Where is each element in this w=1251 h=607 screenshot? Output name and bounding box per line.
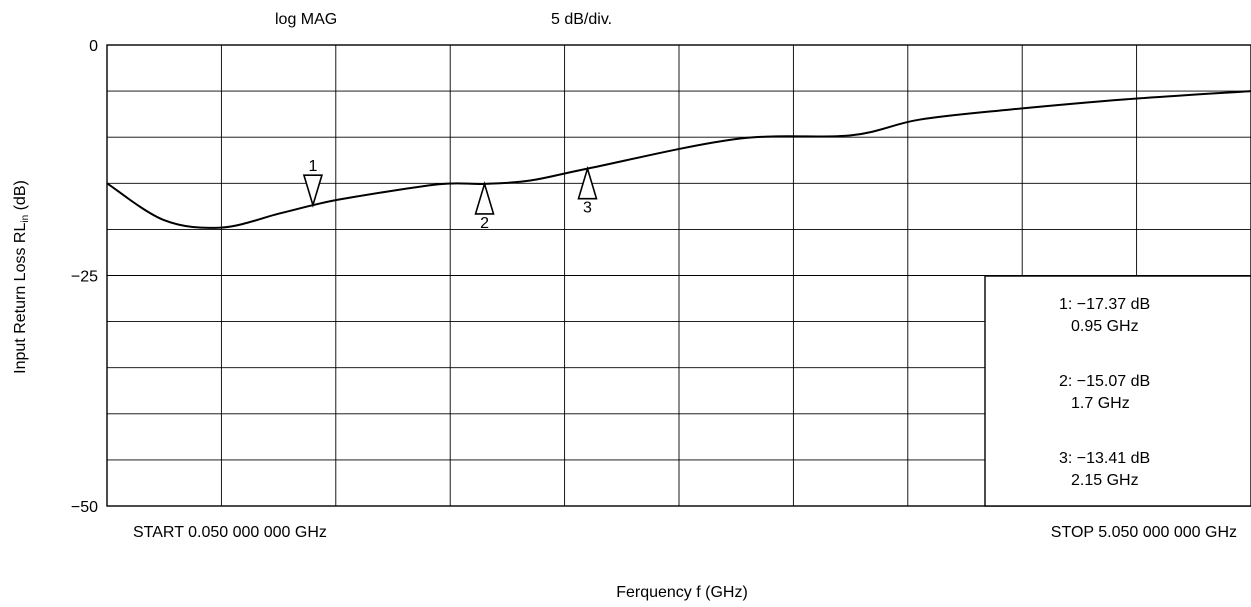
y-tick-label: −25: [71, 269, 98, 286]
y-axis-label-subscript: in: [20, 215, 31, 223]
marker-3-triangle: [577, 165, 598, 200]
y-axis-label: Input Return Loss RLin (dB): [12, 180, 31, 374]
readout-3-value: 3: −13.41 dB: [1059, 450, 1150, 467]
readout-box-frame: [984, 275, 1251, 507]
marker-2-label: 2: [480, 215, 489, 232]
marker-1-triangle: [302, 174, 323, 208]
marker-readout-box: 1: −17.37 dB 0.95 GHz 2: −15.07 dB 1.7 GHz 3…: [984, 275, 1251, 507]
y-axis-label-main: Input Return Loss RL: [12, 223, 29, 374]
y-axis-label-unit: (dB): [12, 180, 29, 215]
marker-2-triangle: [474, 181, 495, 215]
readout-1-value: 1: −17.37 dB: [1059, 296, 1150, 313]
readout-1-frequency: 0.95 GHz: [1071, 318, 1139, 335]
marker-1-label: 1: [308, 158, 317, 175]
y-tick-label: 0: [89, 38, 98, 55]
readout-3-frequency: 2.15 GHz: [1071, 472, 1139, 489]
start-frequency-label: START 0.050 000 000 GHz: [133, 524, 327, 541]
series-trace: [106, 90, 1251, 229]
x-axis-label: Ferquency f (GHz): [616, 584, 748, 601]
marker-3-label: 3: [583, 200, 592, 217]
y-tick-label: −50: [71, 499, 98, 516]
stop-frequency-label: STOP 5.050 000 000 GHz: [1051, 524, 1237, 541]
header-left-label: log MAG: [275, 11, 337, 28]
header-right-label: 5 dB/div.: [551, 11, 612, 28]
readout-2-value: 2: −15.07 dB: [1059, 373, 1150, 390]
readout-2-frequency: 1.7 GHz: [1071, 395, 1130, 412]
plot-frame: [106, 44, 1251, 507]
y-tick-labels: 0 −25 −50: [71, 38, 98, 516]
markers: 1 2 3: [302, 158, 598, 232]
